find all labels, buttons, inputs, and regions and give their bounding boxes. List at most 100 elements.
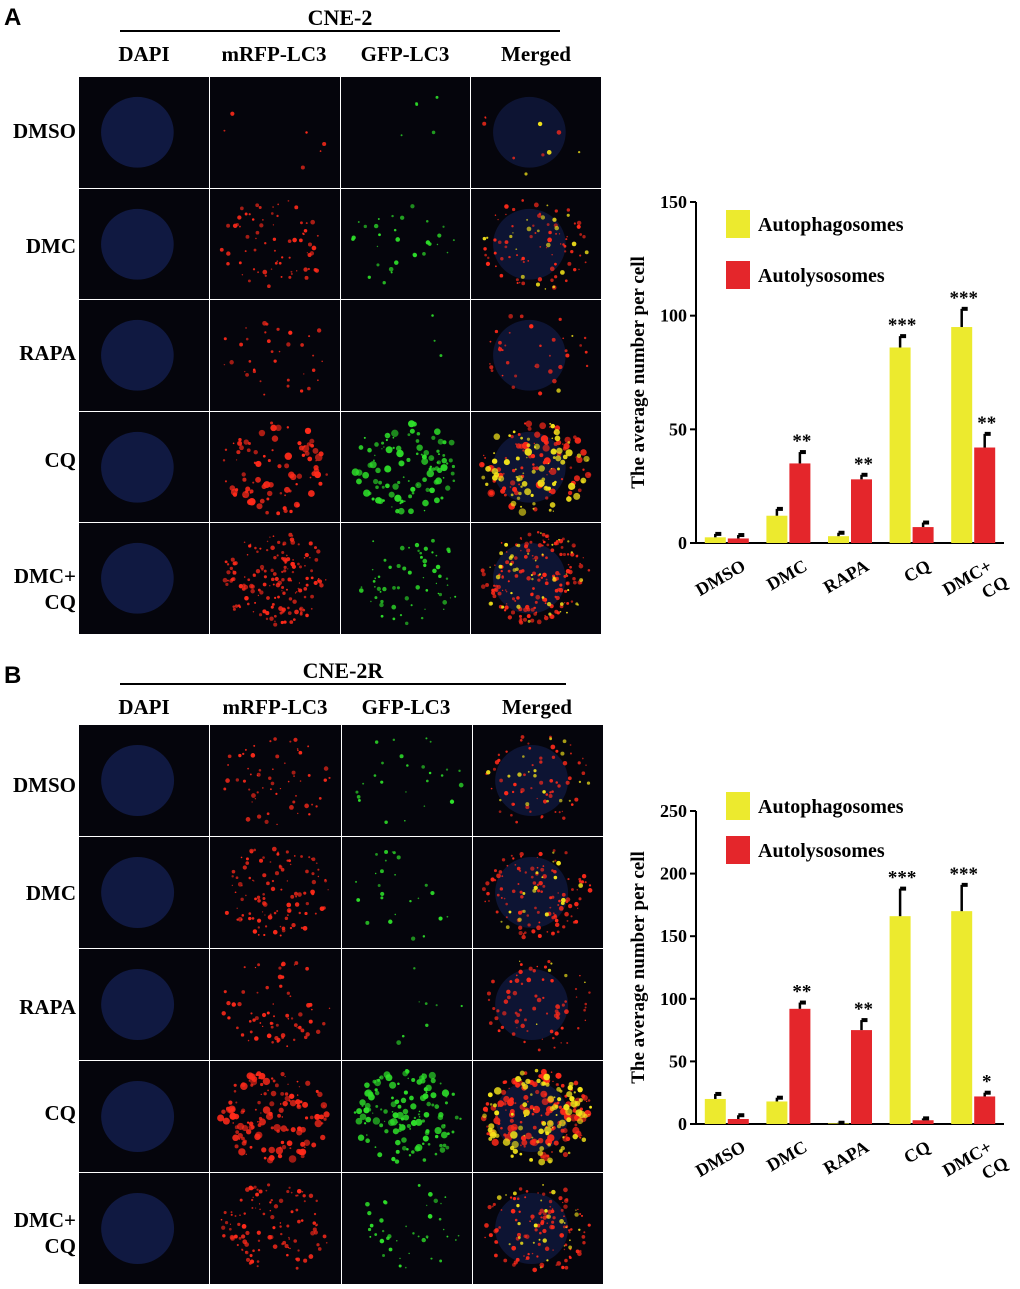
legend-label: Autophagosomes [758, 796, 904, 818]
bar-autolysosomes [789, 1008, 811, 1124]
row-label: DMSO [13, 119, 76, 143]
y-tick-label: 250 [660, 801, 687, 821]
bar-autophagosomes [889, 916, 911, 1124]
row-label: CQ [44, 1101, 77, 1125]
micrograph-gfp-lc3 [340, 411, 471, 523]
title-rule [120, 30, 560, 32]
bar-autolysosomes [912, 1120, 934, 1124]
significance-mark: *** [888, 868, 917, 889]
cell-line-title: CNE-2R [302, 658, 384, 683]
bar-autolysosomes [974, 1096, 996, 1124]
micrograph-mrfp-lc3 [210, 1173, 341, 1284]
bar-autophagosomes [704, 537, 726, 543]
row-label: RAPA [19, 995, 76, 1019]
bar-chart: 0 50 100 150 The average number per cell DMSO… [628, 192, 1011, 619]
micrograph-gfp-lc3 [341, 837, 472, 948]
bar-autolysosomes [912, 527, 934, 543]
bar-chart: 0 50 100 150 200 250 The average number per ce… [628, 792, 1011, 1183]
y-tick-label: 50 [669, 1051, 687, 1071]
y-tick-label: 150 [660, 926, 687, 946]
column-header: mRFP-LC3 [222, 695, 328, 719]
micrograph-dapi [79, 523, 209, 634]
panel-letter: B [4, 662, 22, 689]
significance-mark: ** [854, 999, 873, 1020]
micrograph-merged [471, 523, 601, 634]
y-tick-label: 100 [660, 306, 687, 326]
bar-autolysosomes [851, 479, 872, 543]
x-tick-label: DMC [763, 556, 810, 595]
bar-autolysosomes [727, 538, 749, 543]
column-header: DAPI [118, 42, 170, 66]
micrograph-dapi [79, 837, 210, 948]
micrograph-grid [79, 77, 601, 634]
row-label: CQ [44, 448, 77, 472]
row-label: DMC [25, 234, 76, 258]
significance-mark: * [982, 1072, 992, 1093]
micrograph-gfp-lc3 [340, 188, 471, 300]
legend-swatch [726, 261, 750, 289]
column-header: mRFP-LC3 [221, 42, 327, 66]
column-header: GFP-LC3 [361, 695, 451, 719]
bar-autolysosomes [851, 1030, 872, 1124]
micrograph-dapi [79, 77, 209, 188]
micrograph-mrfp-lc3 [209, 188, 340, 300]
legend-label: Autolysosomes [758, 840, 885, 862]
micrograph-merged [471, 300, 601, 411]
significance-mark: ** [977, 413, 996, 434]
x-tick-label: DMC+CQ [939, 553, 1011, 619]
x-tick-label: DMC [763, 1137, 810, 1176]
significance-mark: ** [792, 431, 811, 452]
row-label: DMSO [13, 773, 76, 797]
row-label: DMC+ CQ [13, 1208, 76, 1258]
x-tick-label: DMSO [692, 556, 749, 600]
micrograph-gfp-lc3 [341, 1061, 472, 1172]
x-tick-label: DMSO [692, 1137, 749, 1181]
micrograph-grid [79, 725, 603, 1284]
micrograph-gfp-lc3 [340, 523, 471, 634]
x-tick-label: CQ [900, 556, 933, 587]
micrograph-merged [472, 837, 603, 948]
micrograph-mrfp-lc3 [209, 77, 340, 188]
significance-mark: *** [949, 864, 978, 885]
micrograph-dapi [79, 949, 210, 1060]
column-header: DAPI [118, 695, 170, 719]
micrograph-mrfp-lc3 [210, 837, 341, 948]
micrograph-merged [472, 949, 603, 1060]
micrograph-dapi [79, 725, 210, 836]
micrograph-mrfp-lc3 [209, 523, 340, 634]
micrograph-gfp-lc3 [341, 725, 472, 836]
bar-autophagosomes [889, 347, 911, 543]
row-label: DMC [25, 881, 76, 905]
y-axis-label: The average number per cell [628, 256, 649, 489]
panel-letter: A [4, 4, 22, 31]
y-tick-label: 50 [669, 419, 687, 439]
micrograph-gfp-lc3 [341, 949, 472, 1060]
column-header: Merged [501, 42, 571, 66]
micrograph-gfp-lc3 [341, 1173, 472, 1284]
micrograph-merged [471, 188, 601, 300]
legend-swatch [726, 792, 750, 820]
legend-label: Autophagosomes [758, 214, 904, 236]
micrograph-mrfp-lc3 [210, 725, 341, 836]
y-tick-label: 150 [660, 192, 687, 212]
y-tick-label: 0 [678, 1114, 687, 1134]
x-tick-label: RAPA [820, 1137, 872, 1179]
bar-autophagosomes [951, 327, 973, 543]
y-axis-label: The average number per cell [628, 851, 649, 1084]
bar-autophagosomes [704, 1098, 726, 1124]
significance-mark: ** [792, 982, 811, 1003]
legend-swatch [726, 836, 750, 864]
micrograph-merged [471, 77, 601, 188]
title-rule [120, 683, 566, 685]
x-tick-label: RAPA [820, 556, 872, 598]
micrograph-dapi [79, 1061, 210, 1172]
y-tick-label: 200 [660, 864, 687, 884]
y-tick-label: 100 [660, 989, 687, 1009]
micrograph-dapi [79, 188, 209, 300]
bar-autophagosomes [828, 536, 849, 543]
x-tick-label: CQ [900, 1137, 933, 1168]
legend-label: Autolysosomes [758, 265, 885, 287]
micrograph-gfp-lc3 [340, 77, 471, 188]
micrograph-mrfp-lc3 [209, 300, 340, 411]
significance-mark: *** [888, 315, 917, 336]
